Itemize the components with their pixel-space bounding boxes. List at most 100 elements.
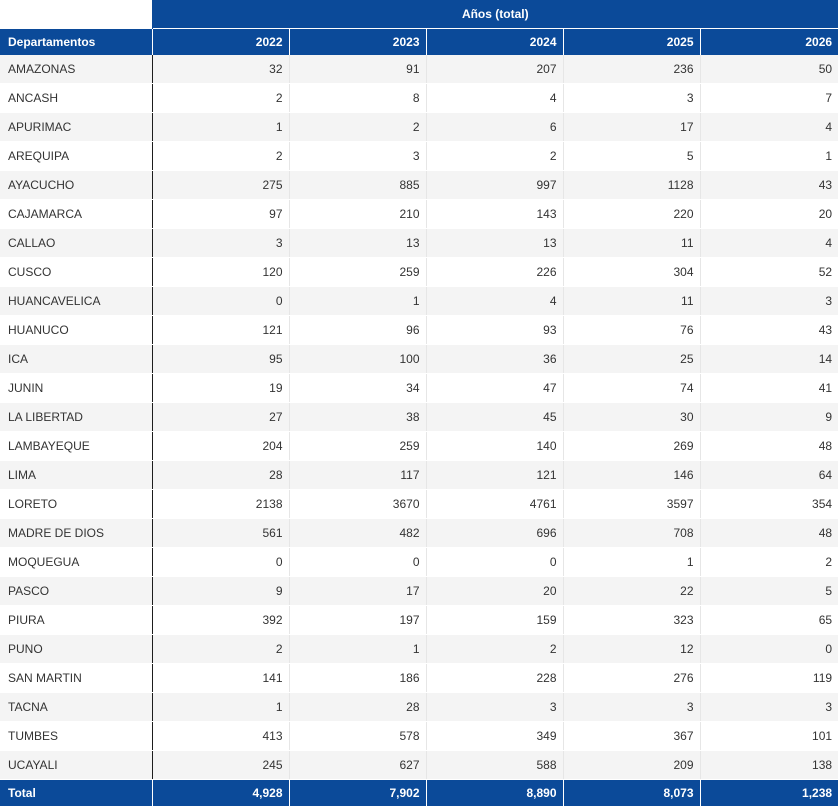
department-cell: MOQUEGUA — [0, 547, 153, 577]
value-cell: 17 — [562, 112, 700, 142]
value-cell: 578 — [288, 721, 426, 751]
value-cell: 2 — [151, 634, 289, 664]
department-cell: CUSCO — [0, 257, 153, 287]
value-cell: 413 — [151, 721, 289, 751]
value-cell: 9 — [699, 402, 838, 432]
value-cell: 20 — [699, 199, 838, 229]
value-cell: 65 — [699, 605, 838, 635]
value-cell: 1 — [288, 286, 426, 316]
department-cell: PIURA — [0, 605, 153, 635]
value-cell: 3 — [699, 692, 838, 722]
department-cell: MADRE DE DIOS — [0, 518, 153, 548]
table-row: PIURA 392 197 159 323 65 — [0, 605, 838, 635]
value-cell: 588 — [425, 750, 563, 780]
column-header-year[interactable]: 2022 — [151, 28, 289, 55]
department-cell: ICA — [0, 344, 153, 374]
value-cell: 2 — [288, 112, 426, 142]
table-row: ICA 95 100 36 25 14 — [0, 344, 838, 374]
value-cell: 91 — [288, 55, 426, 84]
value-cell: 13 — [288, 228, 426, 258]
value-cell: 95 — [151, 344, 289, 374]
value-cell: 138 — [699, 750, 838, 780]
value-cell: 696 — [425, 518, 563, 548]
value-cell: 2 — [151, 141, 289, 171]
table-row: HUANCAVELICA 0 1 4 11 3 — [0, 286, 838, 316]
value-cell: 3 — [425, 692, 563, 722]
department-cell: ANCASH — [0, 83, 153, 113]
value-cell: 34 — [288, 373, 426, 403]
value-cell: 4 — [425, 286, 563, 316]
department-cell: PASCO — [0, 576, 153, 606]
table-row: MOQUEGUA 0 0 0 1 2 — [0, 547, 838, 577]
value-cell: 43 — [699, 170, 838, 200]
department-cell: AMAZONAS — [0, 55, 153, 84]
value-cell: 4 — [425, 83, 563, 113]
table-body: AMAZONAS 32 91 207 236 50 ANCASH 2 8 4 3 7 APURIMAC 1… — [0, 55, 838, 780]
table-row: CUSCO 120 259 226 304 52 — [0, 257, 838, 287]
value-cell: 119 — [699, 663, 838, 693]
value-cell: 50 — [699, 55, 838, 84]
value-cell: 97 — [151, 199, 289, 229]
total-cell: 7,902 — [288, 779, 426, 806]
value-cell: 121 — [151, 315, 289, 345]
value-cell: 43 — [699, 315, 838, 345]
department-cell: LAMBAYEQUE — [0, 431, 153, 461]
column-header-year[interactable]: 2025 — [562, 28, 700, 55]
department-cell: JUNIN — [0, 373, 153, 403]
department-cell: HUANUCO — [0, 315, 153, 345]
value-cell: 121 — [425, 460, 563, 490]
value-cell: 36 — [425, 344, 563, 374]
table-row: AREQUIPA 2 3 2 5 1 — [0, 141, 838, 171]
value-cell: 27 — [151, 402, 289, 432]
department-cell: LA LIBERTAD — [0, 402, 153, 432]
column-header-year[interactable]: 2023 — [288, 28, 426, 55]
value-cell: 30 — [562, 402, 700, 432]
value-cell: 997 — [425, 170, 563, 200]
value-cell: 2 — [151, 83, 289, 113]
column-header-year[interactable]: 2026 — [699, 28, 838, 55]
group-header-blank — [0, 0, 153, 29]
value-cell: 349 — [425, 721, 563, 751]
value-cell: 7 — [699, 83, 838, 113]
value-cell: 28 — [288, 692, 426, 722]
value-cell: 3670 — [288, 489, 426, 519]
value-cell: 3 — [288, 141, 426, 171]
total-label: Total — [0, 779, 152, 806]
department-cell: CALLAO — [0, 228, 153, 258]
value-cell: 100 — [288, 344, 426, 374]
value-cell: 17 — [288, 576, 426, 606]
group-header-row: Años (total) — [0, 0, 838, 29]
value-cell: 1 — [151, 692, 289, 722]
value-cell: 11 — [562, 286, 700, 316]
value-cell: 32 — [151, 55, 289, 84]
table-row: TUMBES 413 578 349 367 101 — [0, 721, 838, 751]
table-row: TACNA 1 28 3 3 3 — [0, 692, 838, 722]
value-cell: 48 — [699, 518, 838, 548]
value-cell: 354 — [699, 489, 838, 519]
value-cell: 207 — [425, 55, 563, 84]
value-cell: 3 — [562, 692, 700, 722]
value-cell: 561 — [151, 518, 289, 548]
value-cell: 197 — [288, 605, 426, 635]
value-cell: 304 — [562, 257, 700, 287]
value-cell: 708 — [562, 518, 700, 548]
value-cell: 482 — [288, 518, 426, 548]
value-cell: 13 — [425, 228, 563, 258]
value-cell: 228 — [425, 663, 563, 693]
department-cell: TACNA — [0, 692, 153, 722]
value-cell: 1 — [699, 141, 838, 171]
value-cell: 38 — [288, 402, 426, 432]
value-cell: 48 — [699, 431, 838, 461]
value-cell: 4 — [699, 228, 838, 258]
value-cell: 47 — [425, 373, 563, 403]
value-cell: 143 — [425, 199, 563, 229]
column-header-year[interactable]: 2024 — [425, 28, 563, 55]
total-row: Total 4,928 7,902 8,890 8,073 1,238 — [0, 779, 838, 806]
value-cell: 1 — [288, 634, 426, 664]
column-header-departamentos[interactable]: Departamentos — [0, 28, 152, 55]
table-row: PUNO 2 1 2 12 0 — [0, 634, 838, 664]
department-cell: AYACUCHO — [0, 170, 153, 200]
value-cell: 0 — [288, 547, 426, 577]
value-cell: 45 — [425, 402, 563, 432]
